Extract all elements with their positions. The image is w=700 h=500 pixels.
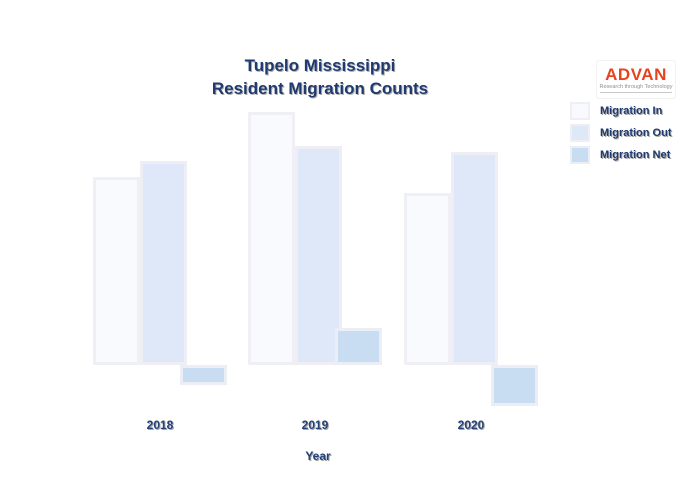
legend-swatch-migration-out — [570, 124, 590, 142]
x-axis-title: Year — [305, 449, 331, 463]
legend-swatch-migration-in — [570, 102, 590, 120]
bar-migration-in-2018 — [93, 177, 140, 365]
advan-logo-tagline: Research through Technology — [599, 84, 673, 93]
chart-legend: Migration In Migration Out Migration Net — [570, 100, 672, 166]
chart-title-line1: Tupelo Mississippi — [244, 56, 396, 75]
bar-migration-in-2019 — [248, 112, 295, 365]
legend-item-migration-out: Migration Out — [570, 122, 672, 144]
legend-label-migration-out: Migration Out — [600, 127, 672, 139]
bar-migration-out-2018 — [140, 161, 187, 365]
advan-logo: ADVAN Research through Technology — [596, 60, 676, 99]
legend-item-migration-net: Migration Net — [570, 144, 672, 166]
legend-swatch-migration-net — [570, 146, 590, 164]
legend-label-migration-net: Migration Net — [600, 149, 671, 161]
x-tick-2020: 2020 — [457, 418, 485, 432]
bar-migration-net-2018 — [180, 365, 227, 385]
bar-migration-net-2020 — [491, 365, 538, 406]
legend-item-migration-in: Migration In — [570, 100, 672, 122]
chart-title-line2: Resident Migration Counts — [211, 79, 429, 98]
x-tick-2018: 2018 — [146, 418, 174, 432]
bar-migration-out-2019 — [295, 146, 342, 365]
bar-migration-net-2019 — [335, 328, 382, 365]
legend-label-migration-in: Migration In — [600, 105, 663, 117]
chart-title: Tupelo Mississippi Resident Migration Co… — [0, 54, 640, 100]
x-tick-2019: 2019 — [301, 418, 329, 432]
bar-migration-out-2020 — [451, 152, 498, 365]
bar-migration-in-2020 — [404, 193, 451, 365]
advan-logo-wordmark: ADVAN — [605, 65, 667, 84]
